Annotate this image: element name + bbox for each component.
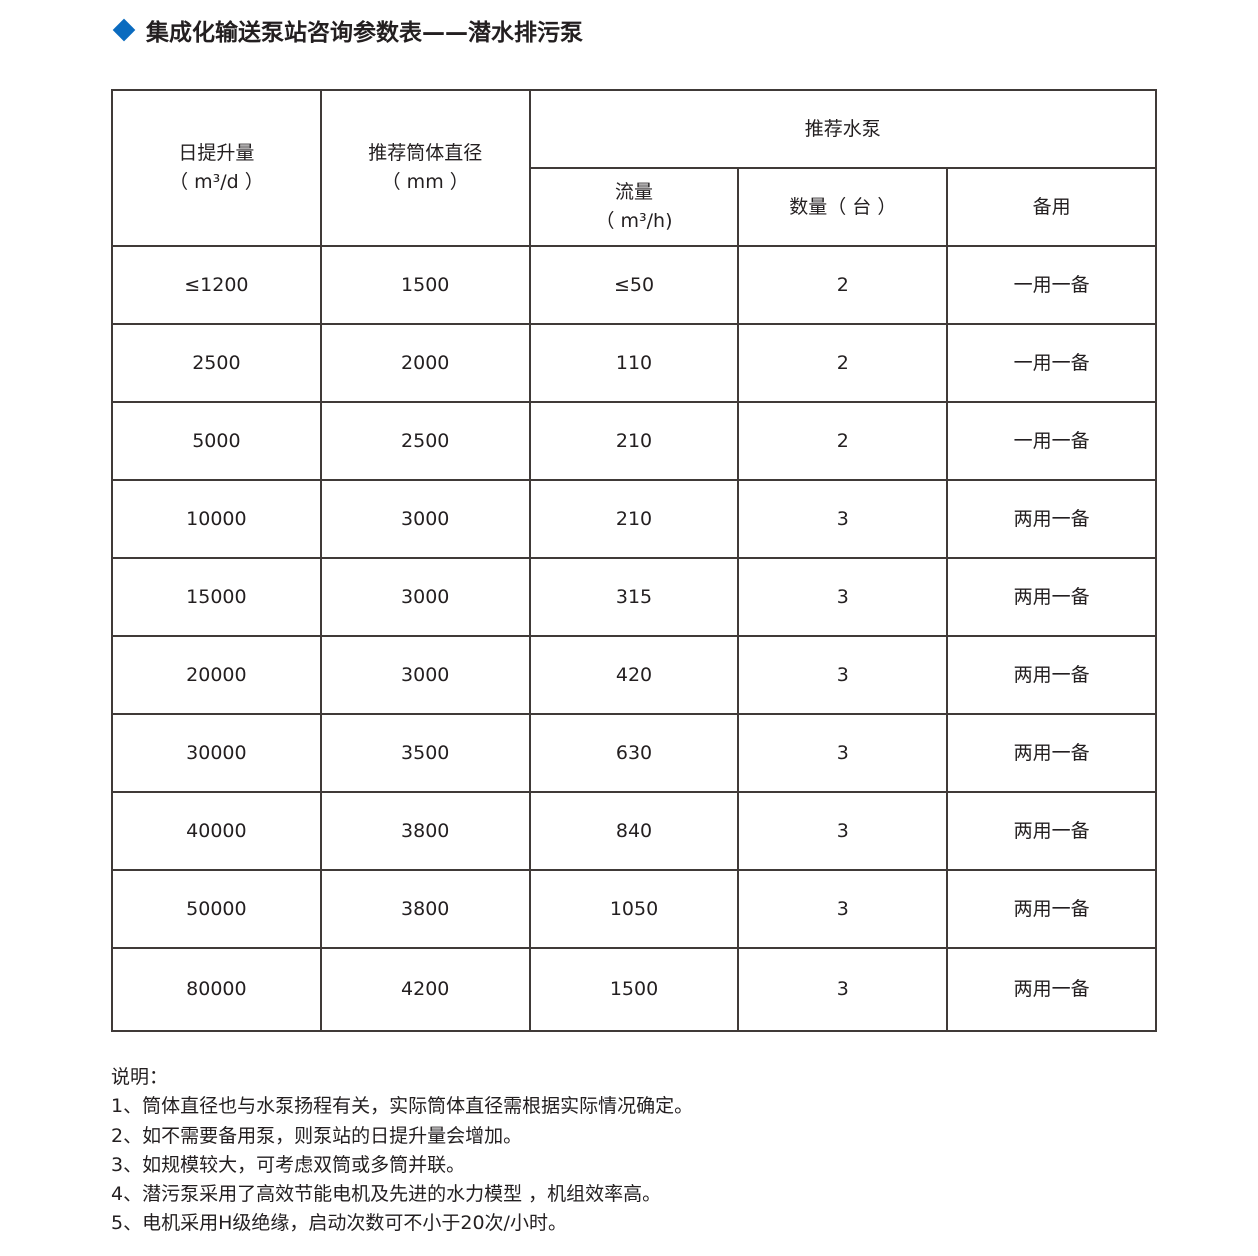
header-recommended-pump: 推荐水泵 bbox=[528, 89, 1158, 169]
cell-daily-lift: 5000 bbox=[111, 401, 322, 481]
cell-standby: 两用一备 bbox=[946, 713, 1157, 793]
cell-flow: ≤50 bbox=[528, 245, 740, 325]
cell-diameter: 3800 bbox=[319, 791, 531, 871]
cell-count: 3 bbox=[737, 713, 949, 793]
cell-diameter: 3500 bbox=[319, 713, 531, 793]
cell-count: 3 bbox=[737, 635, 949, 715]
parameter-table: 日提升量 （ m³/d ） 推荐筒体直径 （ mm ） 推荐水泵 流量 （ m³… bbox=[111, 89, 1158, 1032]
notes: 说明： 1、筒体直径也与水泵扬程有关，实际筒体直径需根据实际情况确定。 2、如不… bbox=[111, 1063, 693, 1239]
cell-count: 3 bbox=[737, 869, 949, 949]
cell-count: 3 bbox=[737, 791, 949, 871]
header-unit: （ mm ） bbox=[381, 171, 469, 193]
cell-count: 2 bbox=[737, 245, 949, 325]
notes-heading: 说明： bbox=[111, 1066, 169, 1088]
cell-count: 3 bbox=[737, 557, 949, 637]
table-row: 40000 3800 840 3 两用一备 bbox=[111, 791, 1157, 871]
table-row: 50000 3800 1050 3 两用一备 bbox=[111, 869, 1157, 949]
header-label: 推荐筒体直径 bbox=[368, 142, 483, 164]
table-row: ≤1200 1500 ≤50 2 一用一备 bbox=[111, 245, 1157, 325]
cell-daily-lift: 2500 bbox=[111, 323, 322, 403]
cell-count: 2 bbox=[737, 401, 949, 481]
cell-daily-lift: 30000 bbox=[111, 713, 322, 793]
table-row: 10000 3000 210 3 两用一备 bbox=[111, 479, 1157, 559]
cell-standby: 两用一备 bbox=[946, 635, 1157, 715]
table-row: 15000 3000 315 3 两用一备 bbox=[111, 557, 1157, 637]
cell-standby: 一用一备 bbox=[946, 401, 1157, 481]
cell-standby: 一用一备 bbox=[946, 323, 1157, 403]
cell-count: 3 bbox=[737, 947, 949, 1032]
cell-daily-lift: ≤1200 bbox=[111, 245, 322, 325]
header-daily-lift: 日提升量 （ m³/d ） bbox=[111, 89, 322, 247]
title-text: 集成化输送泵站咨询参数表——潜水排污泵 bbox=[146, 20, 583, 46]
cell-standby: 两用一备 bbox=[946, 869, 1157, 949]
cell-daily-lift: 80000 bbox=[111, 947, 322, 1032]
header-unit: （ m³/d ） bbox=[169, 171, 264, 193]
header-unit: （ m³/h) bbox=[595, 210, 673, 232]
header-label: 流量 bbox=[614, 181, 653, 203]
cell-standby: 两用一备 bbox=[946, 557, 1157, 637]
table-row: 5000 2500 210 2 一用一备 bbox=[111, 401, 1157, 481]
header-standby: 备用 bbox=[946, 167, 1157, 247]
cell-daily-lift: 40000 bbox=[111, 791, 322, 871]
cell-diameter: 4200 bbox=[319, 947, 531, 1032]
cell-diameter: 3000 bbox=[319, 479, 531, 559]
header-flow: 流量 （ m³/h) bbox=[528, 167, 740, 247]
cell-diameter: 3800 bbox=[319, 869, 531, 949]
cell-standby: 两用一备 bbox=[946, 479, 1157, 559]
cell-count: 2 bbox=[737, 323, 949, 403]
cell-diameter: 3000 bbox=[319, 635, 531, 715]
cell-daily-lift: 20000 bbox=[111, 635, 322, 715]
page-title: 集成化输送泵站咨询参数表——潜水排污泵 bbox=[112, 12, 583, 48]
table-row: 20000 3000 420 3 两用一备 bbox=[111, 635, 1157, 715]
cell-daily-lift: 50000 bbox=[111, 869, 322, 949]
note-item: 1、筒体直径也与水泵扬程有关，实际筒体直径需根据实际情况确定。 bbox=[111, 1095, 694, 1118]
note-item: 4、潜污泵采用了高效节能电机及先进的水力模型 ，机组效率高。 bbox=[111, 1183, 662, 1206]
header-count: 数量（ 台 ） bbox=[737, 167, 949, 247]
cell-diameter: 2500 bbox=[319, 401, 531, 481]
cell-daily-lift: 10000 bbox=[111, 479, 322, 559]
table-row: 2500 2000 110 2 一用一备 bbox=[111, 323, 1157, 403]
cell-diameter: 2000 bbox=[319, 323, 531, 403]
note-item: 3、如规模较大，可考虑双筒或多筒并联。 bbox=[111, 1153, 466, 1176]
cell-count: 3 bbox=[737, 479, 949, 559]
cell-flow: 315 bbox=[528, 557, 740, 637]
cell-flow: 420 bbox=[528, 635, 740, 715]
cell-diameter: 1500 bbox=[319, 245, 531, 325]
cell-daily-lift: 15000 bbox=[111, 557, 322, 637]
cell-standby: 两用一备 bbox=[946, 791, 1157, 871]
note-item: 2、如不需要备用泵，则泵站的日提升量会增加。 bbox=[111, 1124, 523, 1147]
table-row: 80000 4200 1500 3 两用一备 bbox=[111, 947, 1157, 1032]
cell-diameter: 3000 bbox=[319, 557, 531, 637]
cell-flow: 110 bbox=[528, 323, 740, 403]
header-label: 日提升量 bbox=[178, 142, 255, 164]
cell-flow: 1500 bbox=[528, 947, 740, 1032]
diamond-icon bbox=[112, 18, 136, 42]
cell-flow: 840 bbox=[528, 791, 740, 871]
table-row: 30000 3500 630 3 两用一备 bbox=[111, 713, 1157, 793]
header-diameter: 推荐筒体直径 （ mm ） bbox=[319, 89, 531, 247]
cell-flow: 630 bbox=[528, 713, 740, 793]
cell-flow: 1050 bbox=[528, 869, 740, 949]
cell-flow: 210 bbox=[528, 479, 740, 559]
cell-standby: 两用一备 bbox=[946, 947, 1157, 1032]
cell-flow: 210 bbox=[528, 401, 740, 481]
note-item: 5、电机采用H级绝缘，启动次数可不小于20次/小时。 bbox=[111, 1212, 567, 1235]
cell-standby: 一用一备 bbox=[946, 245, 1157, 325]
